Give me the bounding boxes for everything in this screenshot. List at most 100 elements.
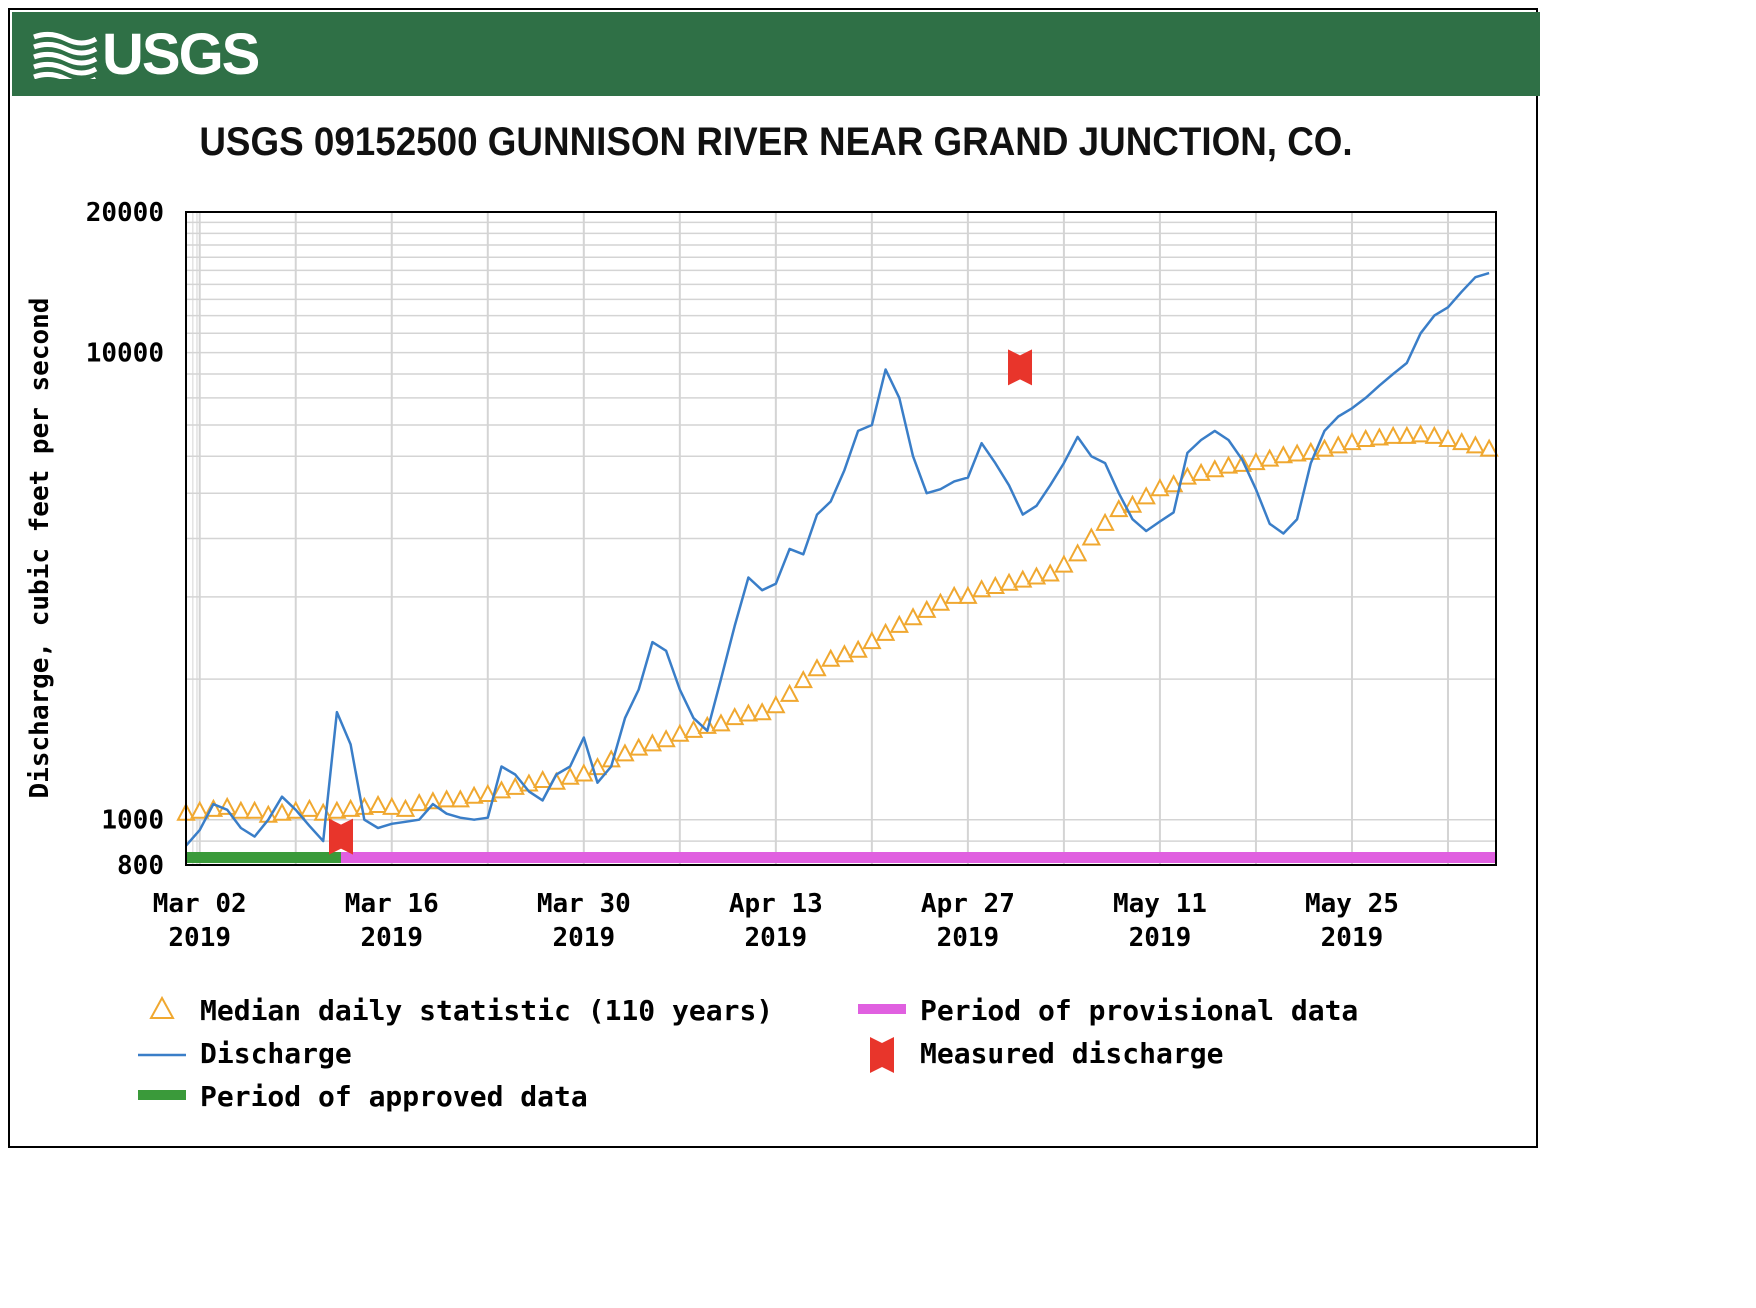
median-point xyxy=(999,572,1019,591)
usgs-logo: USGS xyxy=(32,22,260,87)
median-point xyxy=(368,794,388,814)
legend-triangle-icon xyxy=(149,995,175,1019)
y-tick-label: 10000 xyxy=(86,339,164,369)
median-point xyxy=(615,743,635,762)
median-point xyxy=(574,763,594,782)
median-point xyxy=(1205,459,1225,478)
x-tick-label-year: 2019 xyxy=(168,923,231,953)
median-point xyxy=(1054,554,1074,573)
usgs-header-bar: USGS xyxy=(12,12,1540,96)
legend-label: Period of approved data xyxy=(200,1080,588,1113)
median-point xyxy=(1438,428,1458,448)
median-point xyxy=(1081,527,1102,546)
median-point xyxy=(340,798,361,817)
median-point xyxy=(1109,499,1129,518)
median-point xyxy=(231,800,251,819)
median-point xyxy=(1383,425,1403,444)
usgs-wave-icon xyxy=(33,31,98,79)
median-point xyxy=(642,733,663,752)
median-point xyxy=(382,796,402,815)
median-point xyxy=(1452,432,1472,451)
median-point xyxy=(1314,438,1335,457)
plot-border xyxy=(185,211,1497,866)
median-point xyxy=(395,798,416,817)
median-point xyxy=(1424,425,1444,444)
series-layer xyxy=(176,271,1499,863)
y-tick-label: 1000 xyxy=(101,806,164,836)
legend-entry: Period of provisional data xyxy=(858,994,1358,1027)
median-point xyxy=(711,713,731,732)
median-point xyxy=(1465,435,1486,454)
median-point xyxy=(244,800,265,819)
median-point xyxy=(491,780,512,799)
median-point xyxy=(944,585,964,604)
median-point xyxy=(505,776,525,795)
median-point xyxy=(985,575,1005,594)
legend-bar-icon xyxy=(858,1004,906,1014)
median-point xyxy=(752,702,772,721)
axis-layer: 20000 10000 1000 800 Mar 02 2019 Mar 16 2019 Mar… xyxy=(86,198,1399,953)
x-tick-label-year: 2019 xyxy=(552,923,615,953)
x-tick-label: Mar 16 xyxy=(345,889,439,919)
median-point xyxy=(409,792,429,812)
median-point xyxy=(971,579,992,598)
median-point xyxy=(1136,486,1156,505)
median-point xyxy=(1287,443,1307,462)
median-point xyxy=(217,796,237,815)
median-point xyxy=(1095,512,1115,531)
median-point xyxy=(1150,478,1170,497)
x-tick-label: Mar 30 xyxy=(537,889,631,919)
median-point xyxy=(532,769,553,789)
discharge-line xyxy=(185,271,1490,847)
median-point xyxy=(889,614,909,633)
median-point xyxy=(793,670,813,689)
x-tick-label-year: 2019 xyxy=(1321,923,1384,953)
median-point xyxy=(1273,445,1294,464)
median-point xyxy=(464,785,484,804)
median-point xyxy=(656,729,676,748)
median-point xyxy=(807,658,827,677)
x-tick-label: Mar 02 xyxy=(153,889,247,919)
median-point xyxy=(875,622,896,641)
median-point xyxy=(1246,451,1266,471)
median-point xyxy=(190,800,210,819)
median-point xyxy=(779,683,800,702)
median-point xyxy=(629,737,649,756)
median-point xyxy=(725,707,745,726)
median-point xyxy=(821,648,841,667)
median-point xyxy=(450,789,471,808)
x-tick-label-year: 2019 xyxy=(937,923,1000,953)
median-point xyxy=(1218,455,1239,474)
legend-entry: Median daily statistic (110 years) xyxy=(149,994,773,1027)
median-point xyxy=(670,723,690,742)
median-point xyxy=(766,695,786,714)
legend-marker-icon xyxy=(870,1037,894,1073)
x-tick-label-year: 2019 xyxy=(1129,923,1192,953)
x-tick-label: May 25 xyxy=(1305,889,1399,919)
legend-entry: Measured discharge xyxy=(870,1037,1223,1073)
median-point xyxy=(1163,474,1184,493)
x-tick-label: May 11 xyxy=(1113,889,1207,919)
median-point xyxy=(903,607,923,626)
chart-title: USGS 09152500 GUNNISON RIVER NEAR GRAND … xyxy=(199,120,1353,164)
period-bar-period-of-provisional-data xyxy=(341,852,1496,863)
median-point xyxy=(1040,563,1060,582)
usgs-logo-text: USGS xyxy=(102,22,260,87)
legend-label: Period of provisional data xyxy=(920,994,1358,1027)
period-bar-period-of-approved-data xyxy=(186,852,342,863)
median-point xyxy=(862,631,882,650)
median-point xyxy=(560,766,580,785)
x-tick-label-year: 2019 xyxy=(745,923,808,953)
median-point xyxy=(1177,466,1198,485)
median-point xyxy=(1191,462,1211,481)
median-point xyxy=(436,789,457,808)
x-tick-label-year: 2019 xyxy=(360,923,423,953)
median-point xyxy=(1369,427,1390,446)
legend-entry: Period of approved data xyxy=(138,1080,588,1113)
grid-layer xyxy=(186,212,1496,865)
median-point xyxy=(738,703,759,722)
x-tick-label: Apr 13 xyxy=(729,889,823,919)
median-point xyxy=(958,585,978,604)
y-tick-label: 800 xyxy=(117,851,164,881)
